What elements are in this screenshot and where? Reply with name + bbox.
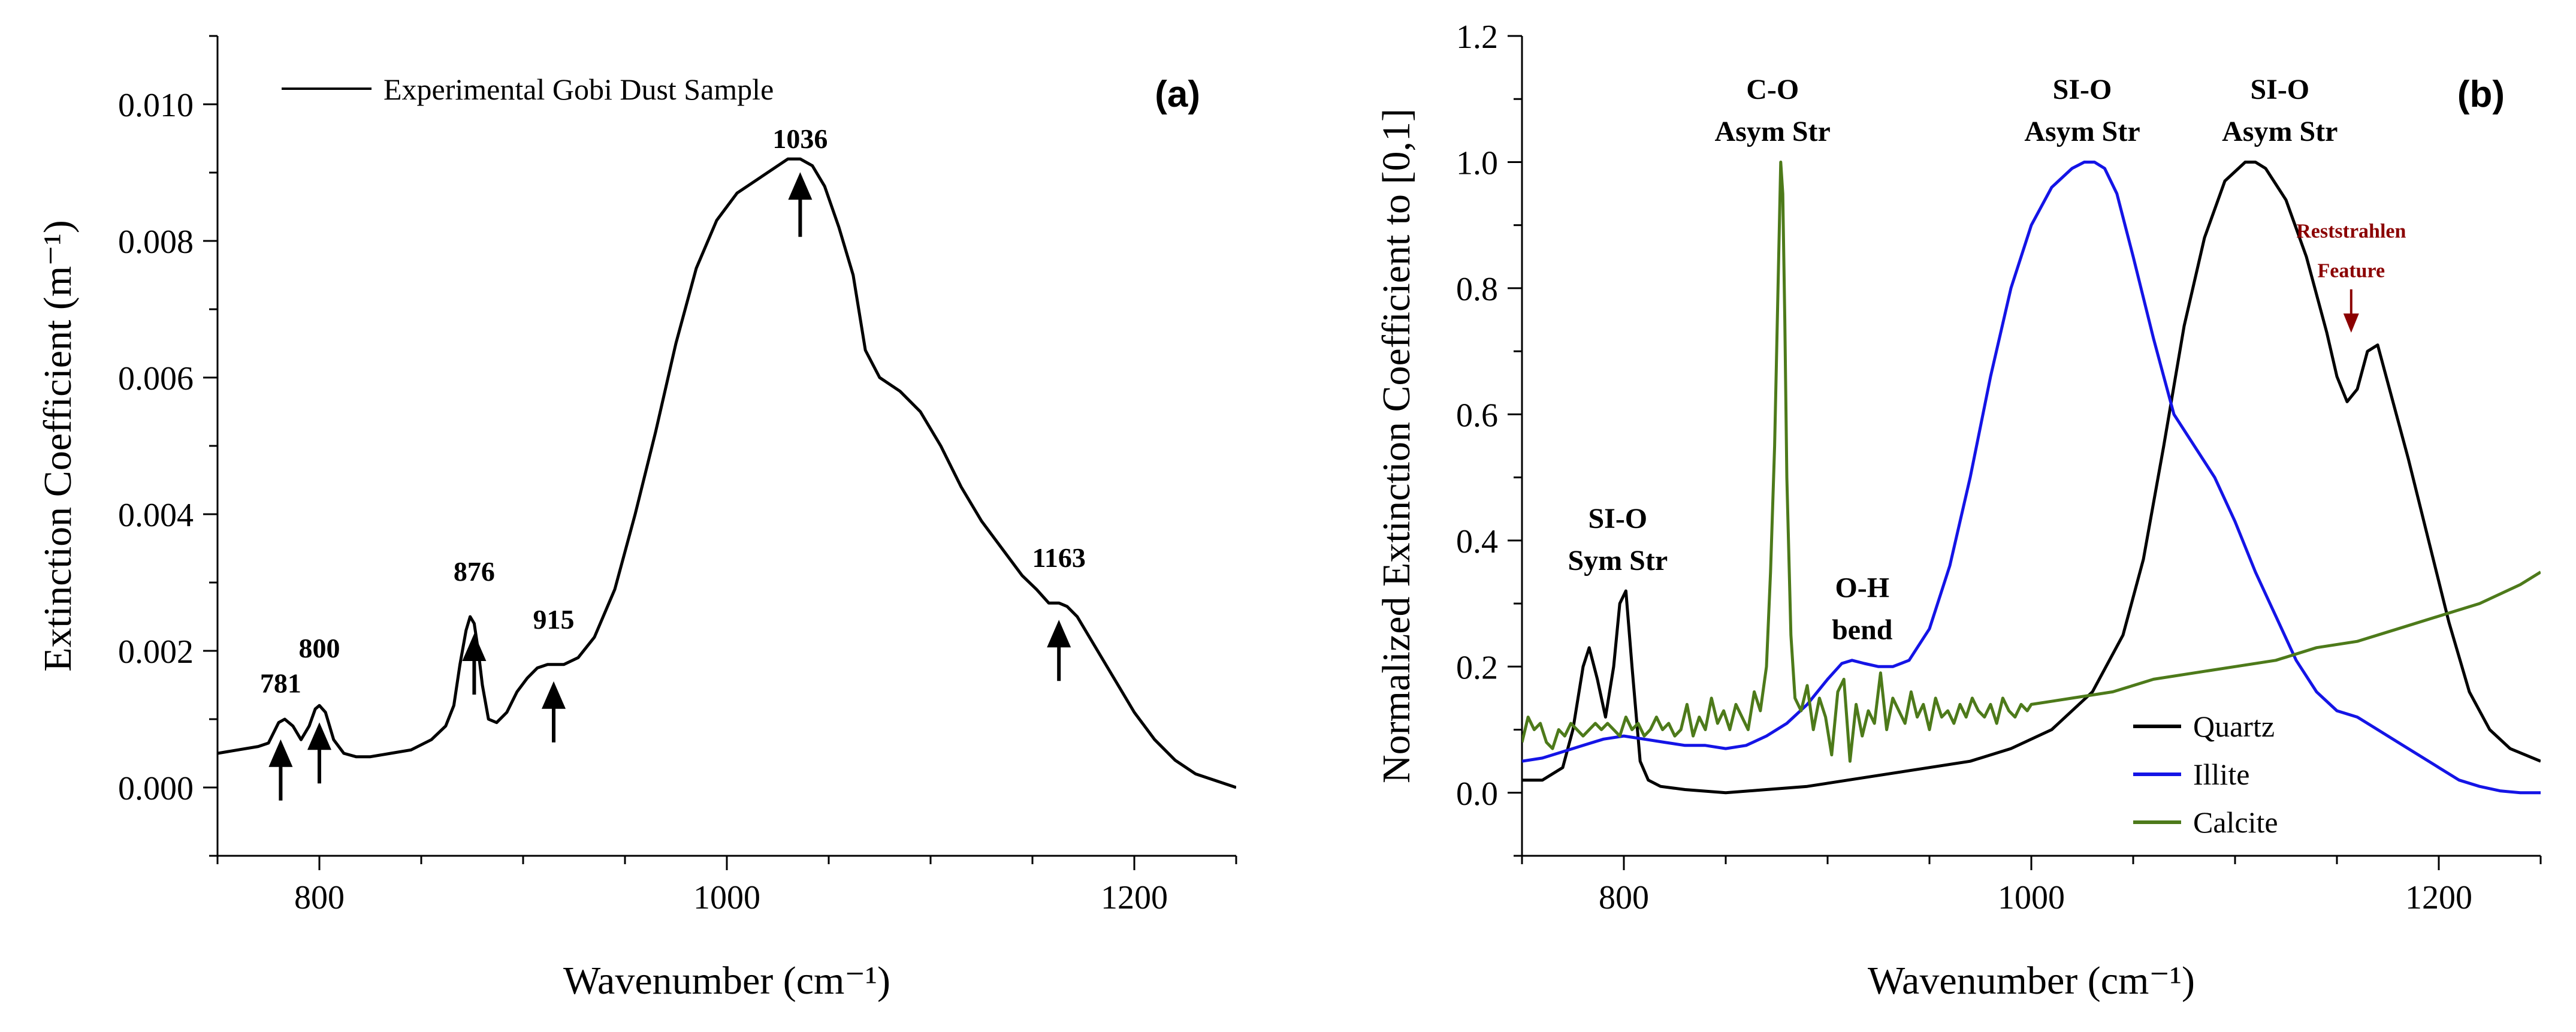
series-line-illite [1522,161,2541,795]
peak-label: 876 [454,556,495,587]
band-annotation: SI-O [1588,503,1647,535]
x-tick-label: 1200 [2405,879,2472,916]
y-tick-label: 1.0 [1456,144,1498,182]
y-axis-label: Normalized Extinction Coefficient to [0,… [1375,108,1418,783]
panel-label: (b) [2457,74,2505,115]
band-annotation: Asym Str [2222,116,2338,147]
reststrahlen-arrow-head [2343,313,2359,333]
x-axis-label: Wavenumber (cm⁻¹) [1868,959,2195,1003]
peak-arrow-head [462,633,487,661]
band-annotation: SI-O [2053,74,2112,105]
band-annotation: O-H [1835,572,1889,604]
band-annotation: Reststrahlen [2296,221,2406,243]
y-tick-label: 0.4 [1456,523,1498,560]
x-tick-label: 1000 [693,879,760,916]
panel-label: (a) [1155,74,1200,115]
peak-label: 1036 [772,123,828,154]
chart-panel-b: 800 1000 1200 0.0 0.2 0.4 0.6 0.8 1.0 1.2 Wavenumb… [1375,19,2542,1003]
band-annotation: Sym Str [1568,545,1668,577]
peak-arrow-head [307,722,331,750]
y-tick-label: 0.006 [118,360,194,397]
x-tick-label: 1200 [1101,879,1168,916]
band-annotation: Feature [2317,260,2385,282]
series-line-experimental-gobi-dust-sample [218,157,1236,789]
y-tick-label: 0.008 [118,224,194,261]
peak-arrow-head [542,681,566,709]
y-tick-label: 0.010 [118,87,194,124]
legend-label: Experimental Gobi Dust Sample [383,73,774,106]
y-tick-label: 0.0 [1456,775,1498,813]
legend-label-calcite: Calcite [2193,805,2278,839]
peak-label: 915 [533,604,575,635]
band-annotation: Asym Str [2024,116,2140,147]
y-tick-label: 0.8 [1456,271,1498,308]
peak-label: 800 [299,633,340,663]
series-line-calcite [1522,161,2541,763]
y-tick-label: 0.004 [118,497,194,534]
y-tick-label: 0.000 [118,770,194,807]
peak-label: 781 [260,668,301,699]
band-annotation: Asym Str [1715,116,1831,147]
legend-label-illite: Illite [2193,758,2249,791]
x-tick-label: 800 [294,879,345,916]
band-annotation: C-O [1746,74,1799,105]
x-tick-label: 800 [1599,879,1649,916]
x-tick-label: 1000 [1998,879,2065,916]
peak-arrow-head [268,739,293,767]
y-tick-label: 0.002 [118,633,194,671]
chart-panel-a: 800 1000 1200 0.000 0.002 0.004 0.006 0.008 0.01… [36,35,1237,1003]
y-tick-label: 0.2 [1456,649,1498,686]
series-line-quartz [1522,161,2541,795]
peak-arrow-head [788,172,813,200]
y-axis-label: Extinction Coefficient (m⁻¹) [36,220,80,672]
y-tick-label: 0.6 [1456,397,1498,434]
legend-label-quartz: Quartz [2193,710,2275,743]
y-tick-label: 1.2 [1456,19,1498,56]
peak-arrow-head [1047,620,1071,648]
peak-label: 1163 [1032,542,1085,573]
band-annotation: SI-O [2250,74,2309,105]
band-annotation: bend [1832,614,1893,646]
x-axis-label: Wavenumber (cm⁻¹) [563,959,890,1003]
